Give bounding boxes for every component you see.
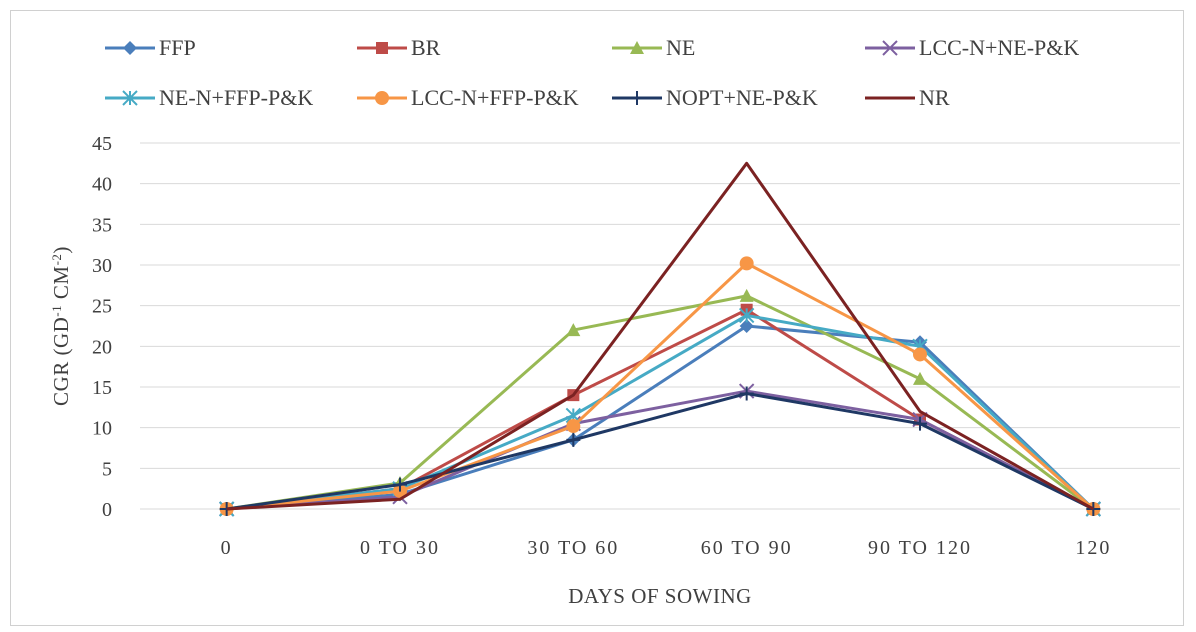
series-lcc-n-ffp-p-k	[219, 256, 1101, 516]
series-line	[226, 261, 1095, 511]
series-br	[220, 303, 1100, 515]
y-tick-label: 30	[92, 255, 112, 277]
data-point	[882, 40, 898, 56]
legend-item: LCC-N+NE-P&K	[865, 35, 1079, 60]
y-tick-label: 10	[92, 418, 112, 440]
data-point	[739, 256, 754, 271]
series-line	[226, 324, 1095, 511]
legend-item: LCC-N+FFP-P&K	[357, 85, 579, 110]
data-point	[566, 419, 581, 434]
x-tick-label: 60 TO 90	[701, 537, 793, 559]
legend-item: NOPT+NE-P&K	[612, 85, 818, 110]
series-ne-n-ffp-p-k	[218, 307, 1102, 517]
legend-label: NE-N+FFP-P&K	[159, 85, 313, 110]
legend-item: FFP	[105, 35, 196, 60]
y-tick-label: 15	[92, 377, 112, 399]
series-nopt-ne-p-k	[219, 386, 1101, 516]
data-point	[738, 307, 755, 324]
series-line	[226, 392, 1094, 511]
chart-frame	[10, 10, 1184, 626]
series-line	[226, 294, 1095, 511]
y-axis-title: CGR (GD-1 CM-2)	[49, 246, 74, 406]
legend-label: LCC-N+NE-P&K	[919, 35, 1079, 60]
y-tick-label: 25	[92, 296, 112, 318]
y-tick-label: 20	[92, 336, 112, 358]
x-tick-label: 30 TO 60	[527, 537, 619, 559]
series-line	[226, 313, 1095, 511]
series-line	[226, 389, 1095, 511]
data-point	[375, 91, 389, 105]
x-tick-label: 90 TO 120	[868, 537, 972, 559]
legend-item: NE	[612, 35, 695, 60]
legend-label: NE	[666, 35, 695, 60]
y-tick-labels: 0 5 10 15 20 25 30 35 40 45	[92, 133, 112, 521]
data-point	[739, 288, 754, 302]
series-ne	[219, 288, 1101, 515]
legend-label: NR	[919, 85, 950, 110]
data-point	[630, 41, 644, 54]
data-point	[393, 477, 407, 492]
data-point	[913, 347, 927, 362]
legend-label: BR	[411, 35, 441, 60]
data-point	[913, 416, 927, 431]
legend-item: NR	[865, 85, 950, 110]
series-nr	[226, 161, 1095, 511]
gridlines	[140, 142, 1180, 510]
x-tick-labels: 0 0 TO 30 30 TO 60 60 TO 90 90 TO 120 120	[221, 537, 1111, 559]
data-point	[566, 323, 581, 337]
x-tick-label: 120	[1075, 537, 1111, 559]
data-point	[566, 432, 581, 447]
data-point	[913, 371, 927, 385]
data-point	[123, 41, 137, 55]
x-tick-label: 0 TO 30	[360, 537, 440, 559]
legend-label: NOPT+NE-P&K	[666, 85, 818, 110]
x-axis-title: DAYS OF SOWING	[568, 584, 752, 608]
legend-label: LCC-N+FFP-P&K	[411, 85, 579, 110]
legend-item: BR	[357, 35, 441, 60]
data-point	[739, 319, 754, 333]
y-tick-label: 0	[102, 499, 112, 521]
y-tick-label: 35	[92, 214, 112, 236]
legend-label: FFP	[159, 35, 196, 60]
series-lines	[218, 161, 1102, 517]
data-point	[739, 386, 754, 401]
data-point	[122, 90, 138, 106]
legend-item: NE-N+FFP-P&K	[105, 85, 313, 110]
series-line	[226, 308, 1095, 511]
x-tick-label: 0	[221, 537, 233, 559]
y-tick-label: 40	[92, 174, 112, 196]
y-tick-label: 45	[92, 133, 112, 155]
series-line	[226, 161, 1095, 511]
data-point	[376, 42, 388, 54]
legend: FFP BR NE LCC-N+NE-P&K NE-N+FFP-P&K LCC-N+FFP…	[105, 35, 1079, 110]
data-point	[630, 91, 644, 105]
y-tick-label: 5	[102, 458, 112, 480]
